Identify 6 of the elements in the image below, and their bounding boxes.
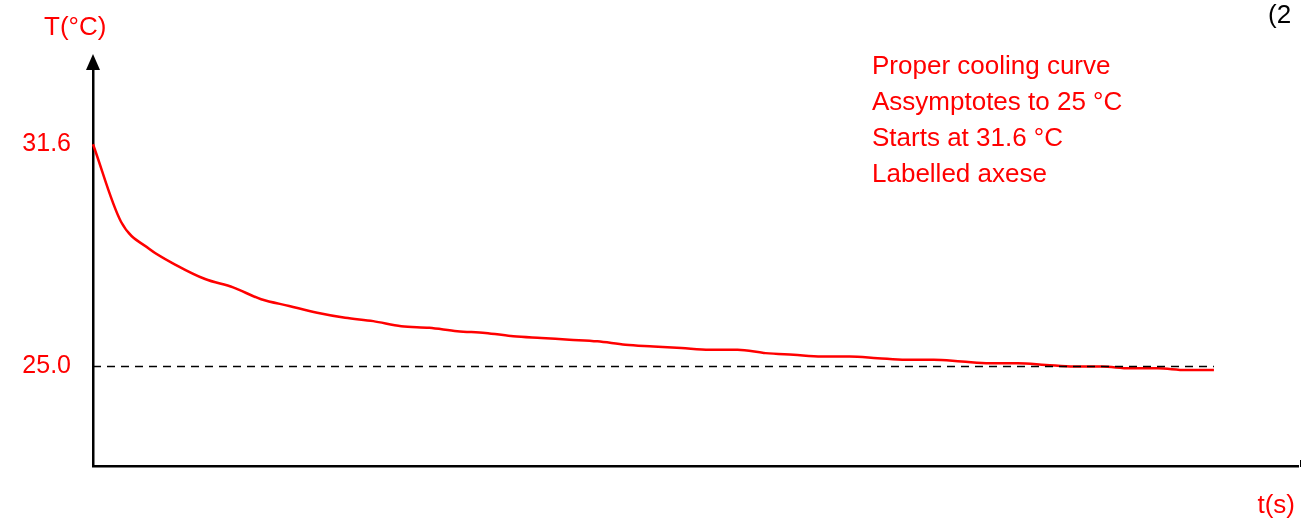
y-axis-title: T(°C): [44, 10, 107, 43]
y-tick-label: 25.0: [22, 350, 71, 379]
annotation: Proper cooling curve Assymptotes to 25 °C Starts at 31.6 °C Labelled axese: [872, 49, 1123, 190]
x-axis-title: t(s): [1257, 488, 1295, 521]
text: (2: [1268, 0, 1292, 29]
y-tick-label: 31.6: [22, 128, 71, 157]
